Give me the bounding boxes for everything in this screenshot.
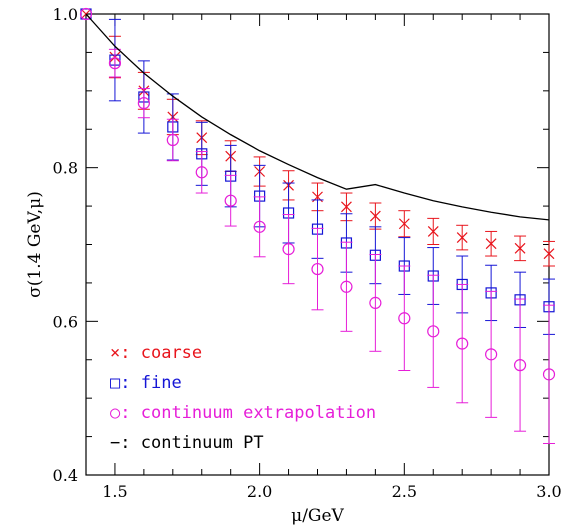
data-point-continuum [195, 166, 208, 179]
data-point-continuum [224, 194, 237, 207]
legend-item: −: continuum PT [110, 433, 264, 453]
y-tick-label: 1.0 [53, 5, 78, 24]
x-tick-label: 2.0 [247, 482, 272, 501]
x-tick-label: 3.0 [536, 482, 561, 501]
data-point-continuum [427, 325, 440, 338]
data-point-continuum [79, 7, 93, 21]
x-axis-label: μ/GeV [291, 506, 344, 526]
pt-curve [85, 13, 550, 221]
data-point-continuum [369, 296, 382, 309]
legend-colon: : [120, 373, 140, 393]
legend-label: fine [141, 373, 182, 393]
data-point-coarse [514, 242, 526, 254]
data-point-coarse [398, 218, 410, 230]
y-axis-label: σ(1.4 GeV,μ) [25, 191, 45, 298]
data-point-continuum [108, 57, 122, 70]
data-point-continuum [253, 220, 266, 233]
x-tick-label: 1.5 [102, 482, 127, 501]
data-point-continuum [456, 337, 469, 350]
data-point-coarse [369, 210, 381, 222]
data-point-continuum [137, 97, 150, 110]
data-point-coarse [543, 248, 555, 260]
series-layer [79, 7, 556, 444]
legend-label: continuum PT [141, 433, 264, 453]
data-point-continuum [340, 280, 353, 293]
legend-colon: : [120, 403, 140, 423]
tick-labels: 1.5 2.0 2.5 3.0 0.4 0.6 0.8 1.0 [53, 5, 562, 501]
legend-symbol: − [110, 433, 120, 453]
legend-item: □: fine [110, 373, 182, 393]
legend-label: coarse [141, 343, 202, 363]
legend-colon: : [120, 343, 140, 363]
legend-symbol: □ [110, 373, 121, 393]
legend-symbol: × [110, 343, 120, 363]
y-tick-label: 0.6 [53, 312, 78, 331]
data-point-continuum [282, 243, 295, 256]
data-point-coarse [456, 232, 468, 244]
data-point-coarse [427, 226, 439, 237]
data-point-continuum [542, 368, 556, 381]
legend: ×: coarse □: fine ○: continuum extrapolati… [110, 343, 376, 453]
series-continuum-PT [85, 13, 550, 221]
y-tick-label: 0.4 [53, 466, 78, 485]
legend-symbol: ○ [110, 403, 121, 423]
data-point-coarse [341, 201, 352, 213]
legend-colon: : [120, 433, 140, 453]
data-point-continuum [311, 262, 324, 276]
data-point-coarse [485, 238, 497, 250]
legend-label: continuum extrapolation [141, 403, 376, 423]
x-tick-label: 2.5 [392, 482, 417, 501]
y-tick-label: 0.8 [53, 159, 78, 178]
legend-item: ×: coarse [110, 343, 202, 363]
data-point-continuum [166, 133, 179, 147]
data-point-continuum [398, 312, 411, 325]
legend-item: ○: continuum extrapolation [110, 403, 376, 423]
data-point-continuum [513, 359, 527, 372]
series-continuum-extrapolation [79, 7, 556, 444]
data-point-continuum [485, 348, 498, 361]
